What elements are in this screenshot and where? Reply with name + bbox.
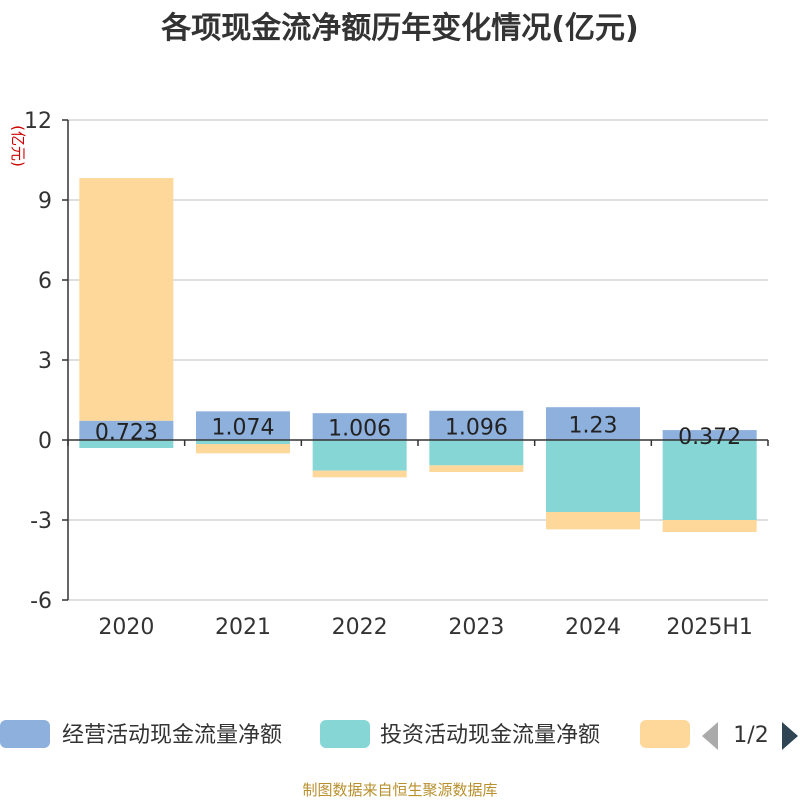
axes bbox=[62, 119, 769, 601]
y-tick-label: 6 bbox=[38, 269, 52, 294]
bar-series-2 bbox=[546, 440, 640, 512]
bar-series-3 bbox=[662, 520, 757, 532]
y-tick-label: 3 bbox=[38, 349, 52, 374]
y-tick-label: 0 bbox=[38, 429, 52, 454]
x-tick-label: 2020 bbox=[98, 615, 154, 640]
y-tick-label: 9 bbox=[38, 189, 52, 214]
data-label: 1.074 bbox=[212, 416, 275, 441]
bar-series-2 bbox=[312, 440, 407, 471]
bar-series-3 bbox=[429, 465, 524, 472]
x-tick-label: 2021 bbox=[215, 615, 271, 640]
bar-series-2 bbox=[196, 440, 290, 444]
bar-series-1 bbox=[429, 410, 524, 440]
y-tick-labels: -6 -3 0 3 6 9 12 bbox=[24, 109, 52, 614]
bar-series-1 bbox=[662, 430, 757, 440]
gridlines bbox=[68, 119, 768, 601]
bar-series-1 bbox=[312, 413, 407, 440]
data-label: 0.723 bbox=[95, 420, 158, 445]
legend-swatch[interactable] bbox=[320, 720, 370, 748]
chart-title: 各项现金流净额历年变化情况(亿元) bbox=[160, 11, 638, 46]
bar-series-2 bbox=[79, 440, 174, 448]
bar-series-2 bbox=[662, 440, 757, 520]
x-tick-label: 2023 bbox=[448, 615, 504, 640]
bar-series-2 bbox=[429, 440, 524, 466]
bar-series-1 bbox=[546, 407, 640, 440]
y-tick-label: 12 bbox=[24, 109, 52, 134]
bar-series-1 bbox=[196, 411, 290, 440]
x-tick-label: 2025H1 bbox=[666, 615, 753, 640]
legend-page-indicator: 1/2 bbox=[733, 723, 768, 748]
footer-source: 制图数据来自恒生聚源数据库 bbox=[302, 781, 497, 799]
x-tick-label: 2022 bbox=[332, 615, 388, 640]
y-tick-label: -3 bbox=[30, 509, 52, 534]
bar-series-3 bbox=[79, 178, 174, 421]
legend-swatch[interactable] bbox=[0, 720, 50, 748]
bars bbox=[79, 178, 757, 532]
legend-swatch[interactable] bbox=[640, 720, 690, 748]
data-label: 1.23 bbox=[569, 414, 618, 439]
data-label: 1.006 bbox=[328, 417, 391, 442]
bar-series-3 bbox=[546, 512, 640, 530]
legend: 经营活动现金流量净额 投资活动现金流量净额 1/2 bbox=[0, 720, 798, 750]
bar-series-1 bbox=[79, 420, 174, 440]
legend-label[interactable]: 经营活动现金流量净额 bbox=[62, 723, 282, 748]
bar-series-3 bbox=[312, 470, 407, 478]
y-tick-label: -6 bbox=[30, 589, 52, 614]
data-labels: 0.723 1.074 1.006 1.096 1.23 0.372 bbox=[95, 414, 741, 450]
y-axis-label: (亿元) bbox=[9, 125, 27, 167]
x-tick-labels: 2020 2021 2022 2023 2024 2025H1 bbox=[98, 615, 753, 640]
data-label: 0.372 bbox=[678, 425, 741, 450]
legend-prev-page-icon[interactable] bbox=[702, 722, 718, 750]
legend-next-page-icon[interactable] bbox=[782, 722, 798, 750]
data-label: 1.096 bbox=[445, 415, 508, 440]
bar-series-3 bbox=[196, 444, 290, 454]
legend-label[interactable]: 投资活动现金流量净额 bbox=[380, 723, 600, 748]
x-tick-label: 2024 bbox=[565, 615, 621, 640]
